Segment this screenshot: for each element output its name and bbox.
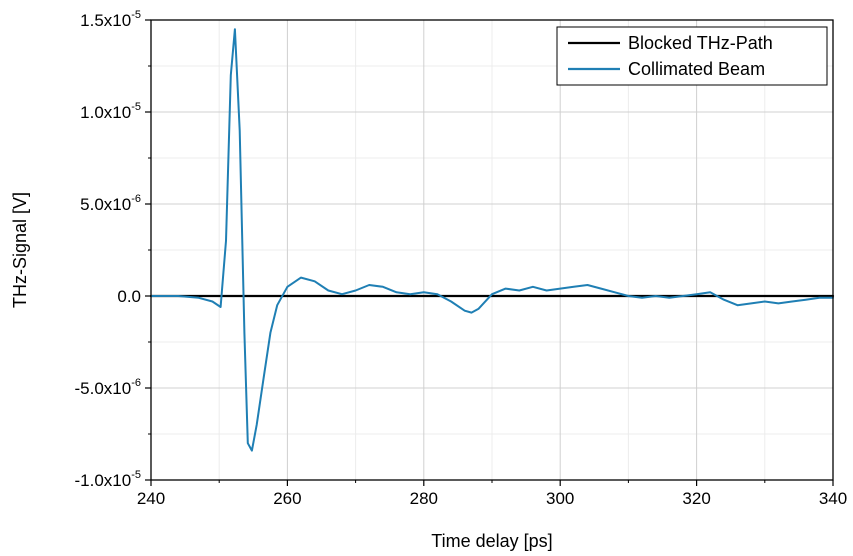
y-tick-label: -1.0x10-5	[75, 469, 141, 490]
y-axis: -1.0x10-5 -5.0x10-6 0.0 5.0x10-6 1.0x10-5 1.5…	[75, 9, 151, 490]
legend-label-collimated-beam: Collimated Beam	[628, 59, 765, 79]
y-tick-label: 0.0	[117, 287, 141, 306]
y-tick-label: 5.0x10-6	[80, 193, 141, 214]
y-tick-label: -5.0x10-6	[75, 377, 141, 398]
legend: Blocked THz-Path Collimated Beam	[556, 26, 828, 86]
series-line-collimated-beam	[150, 28, 834, 452]
y-tick-label: 1.5x10-5	[80, 9, 141, 30]
x-tick-label: 240	[137, 489, 165, 508]
x-tick-label: 260	[273, 489, 301, 508]
y-tick-label: 1.0x10-5	[80, 101, 141, 122]
x-tick-label: 280	[410, 489, 438, 508]
x-tick-label: 300	[546, 489, 574, 508]
x-axis: 240 260 280 300 320 340	[137, 480, 847, 508]
x-tick-label: 320	[682, 489, 710, 508]
y-axis-title: THz-Signal [V]	[10, 192, 30, 308]
x-axis-title: Time delay [ps]	[431, 531, 552, 551]
x-tick-label: 340	[819, 489, 847, 508]
legend-label-blocked-thz-path: Blocked THz-Path	[628, 33, 773, 53]
series-layer	[149, 28, 835, 452]
legend-box	[556, 26, 828, 86]
